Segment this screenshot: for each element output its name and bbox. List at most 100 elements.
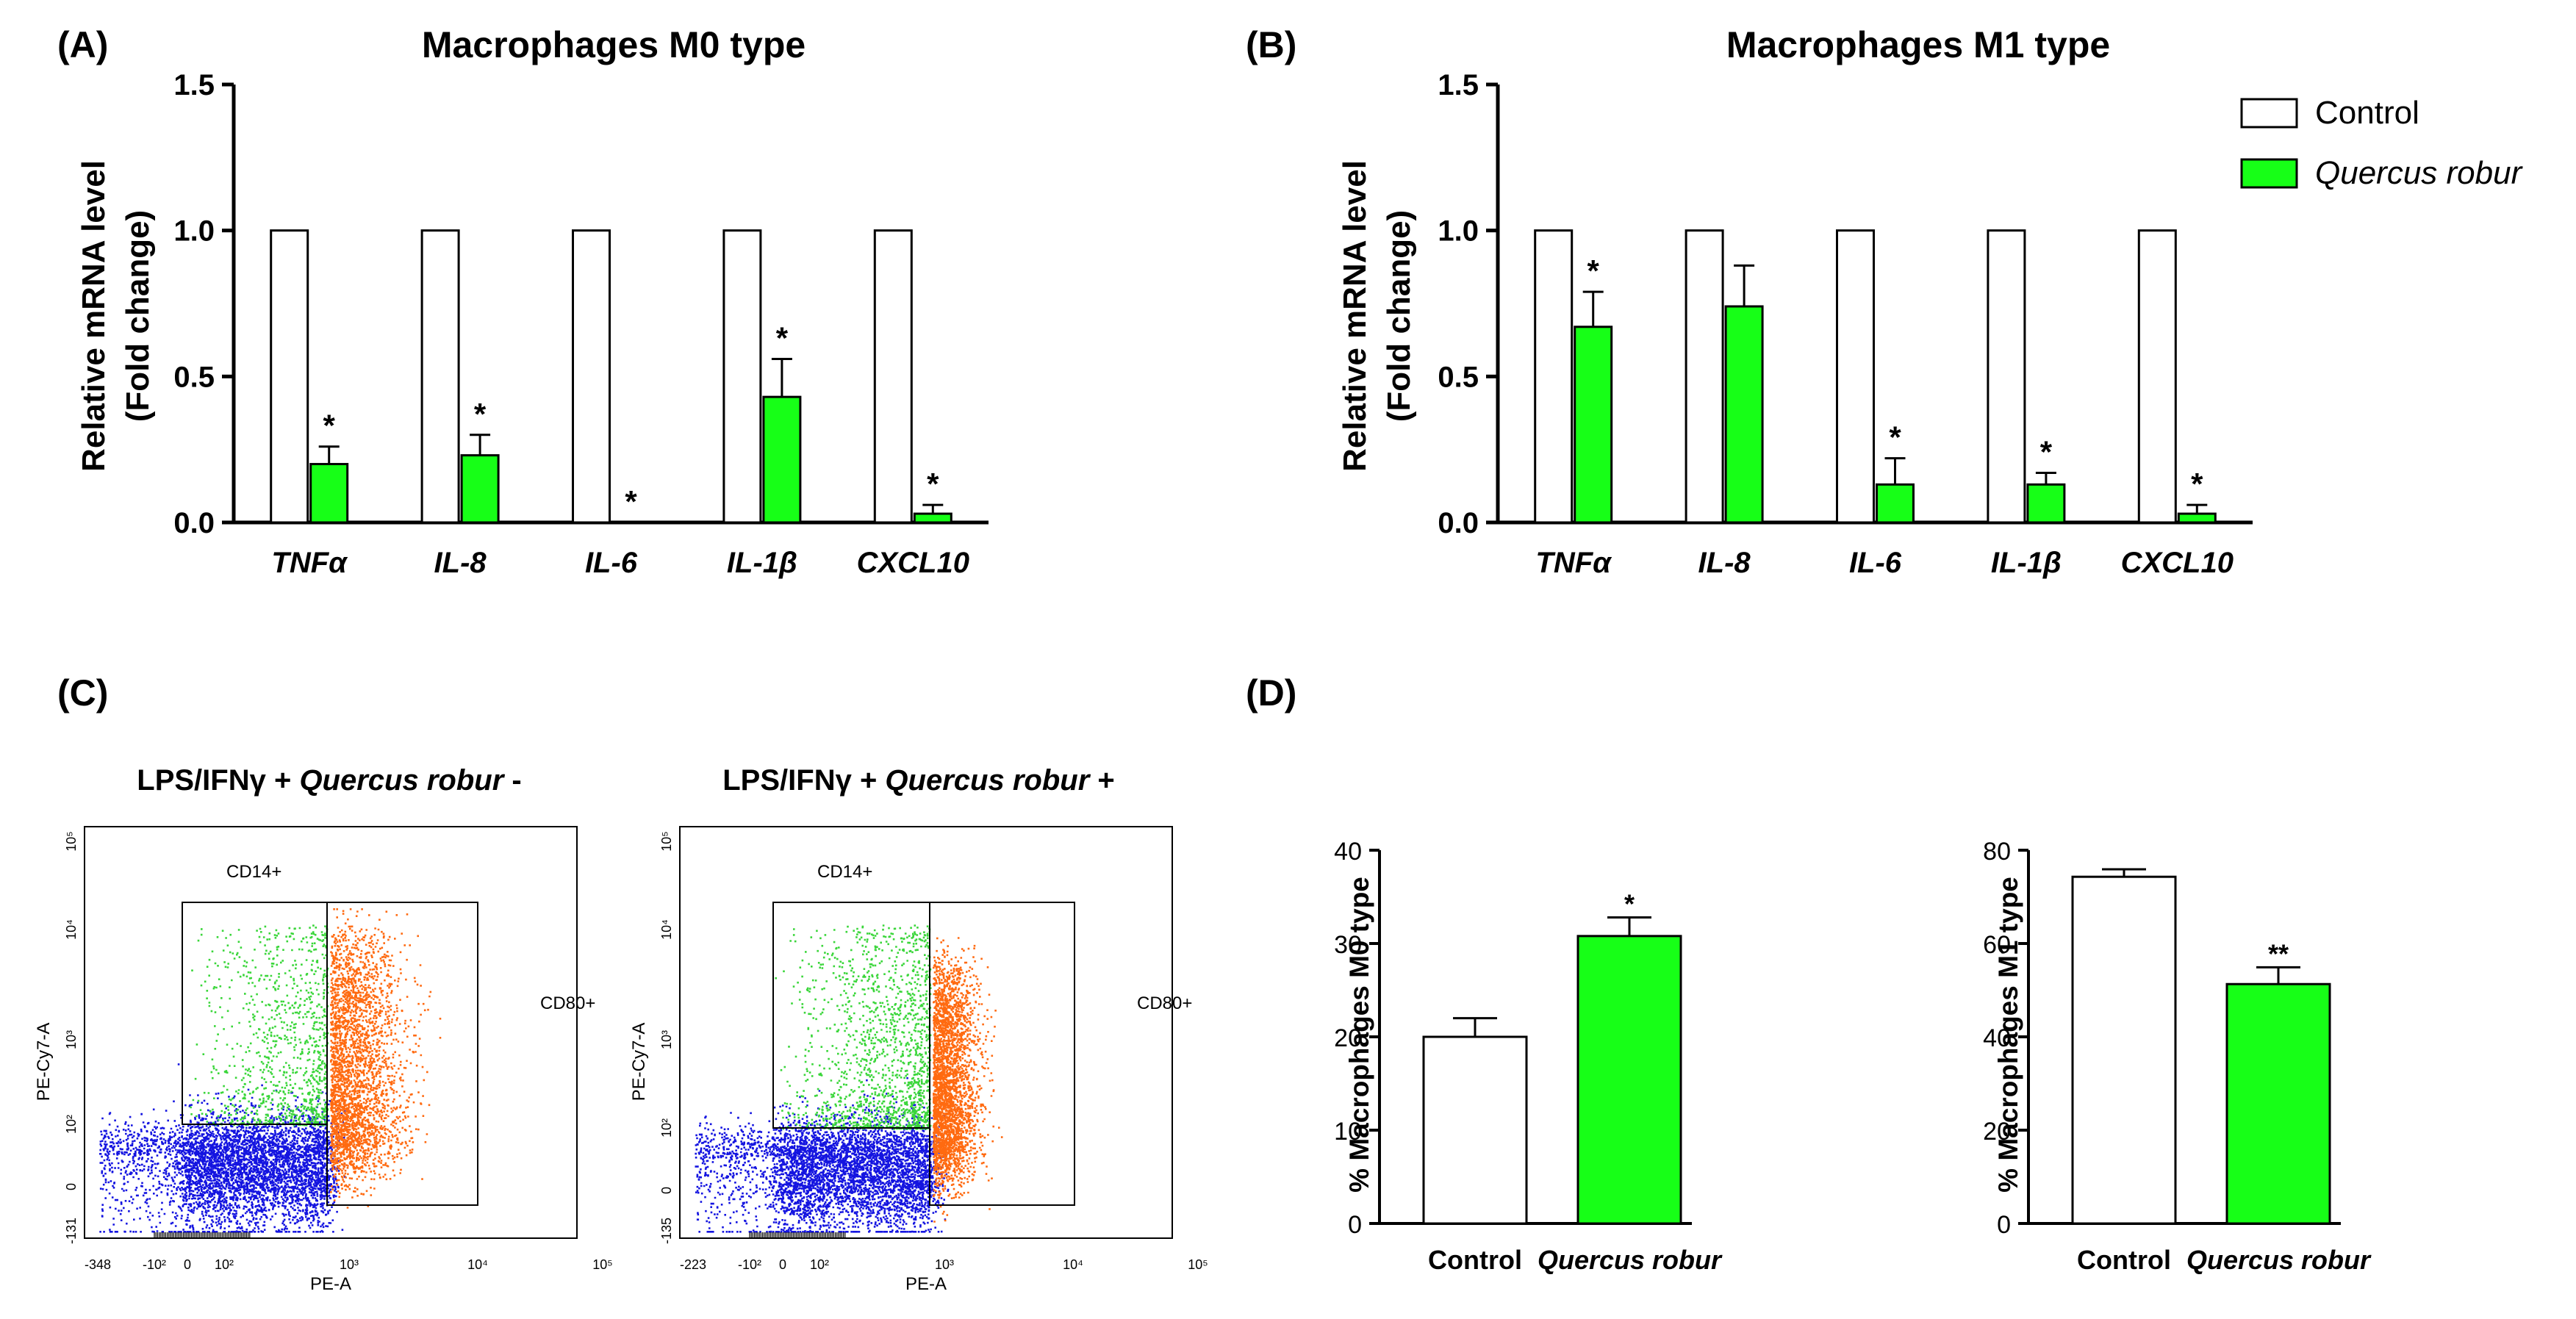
flow-1-ytick-label: 10⁴	[64, 919, 79, 940]
chart-a-significance: *	[927, 467, 939, 501]
flow-2-dots-cd14-negative	[695, 1077, 950, 1233]
legend-swatch-quercus	[2240, 158, 2298, 189]
flow-1-xtick-label: -348	[85, 1257, 111, 1272]
chart-b-ytick-label: 1.0	[1438, 215, 1479, 248]
chart-d1-ytick-label: 40	[1334, 838, 1362, 866]
flow-1-xlabel: PE-A	[310, 1274, 351, 1294]
flow-2-gate-label-cd14: CD14+	[817, 862, 872, 882]
flow-1-dots-cd80-positive	[330, 908, 442, 1209]
chart-a-ylabel-line2: (Fold change)	[120, 210, 156, 422]
chart-d2-ytick-label: 0	[1997, 1211, 2011, 1239]
chart-a-bar-control	[270, 229, 309, 524]
chart-d2-bar	[2225, 982, 2331, 1225]
chart-a-ylabel-line1: Relative mRNA level	[76, 160, 112, 472]
chart-d1-bar	[1422, 1035, 1528, 1225]
chart-d1-ylabel: % Macrophages M0 type	[1344, 877, 1374, 1193]
legend-swatch-control	[2240, 98, 2298, 129]
flow-1-title: LPS/IFNγ + Quercus robur -	[137, 764, 521, 797]
flow-2-ytick-label: 10²	[659, 1118, 674, 1137]
flow-1-xtick-label: 10⁵	[592, 1257, 612, 1272]
flow-1-gate-label-cd80: CD80+	[540, 993, 595, 1013]
chart-d2-ytick-label: 40	[1983, 1024, 2011, 1052]
chart-d1-category-label: Quercus robur	[1538, 1245, 1723, 1275]
chart-d1-ytick-label: 30	[1334, 931, 1362, 959]
chart-b-ylabel-line2: (Fold change)	[1381, 210, 1417, 422]
flow-2-minor-ticks	[749, 1232, 846, 1238]
panel-label-b: (B)	[1246, 24, 1296, 65]
panel-label-d: (D)	[1246, 672, 1296, 714]
legend-label-quercus: Quercus robur	[2315, 155, 2524, 191]
chart-b-significance: *	[2191, 467, 2203, 501]
chart-a-ytick-label: 1.0	[173, 215, 215, 248]
flow-2-dots-cd14-positive	[775, 924, 932, 1130]
chart-a-ytick-label: 0.5	[173, 361, 215, 393]
flow-2-dots-cd80-positive	[933, 937, 1003, 1223]
chart-b-bar-quercus	[1876, 483, 1915, 524]
panel-label-a: (A)	[57, 24, 108, 65]
flow-2-gate-label-cd80: CD80+	[1137, 993, 1192, 1013]
chart-a-bar-control	[420, 229, 460, 524]
flow-1-gate-cd80	[326, 902, 478, 1206]
flow-2-xtick-label: 10²	[810, 1257, 829, 1272]
chart-d1-category-label: Control	[1428, 1245, 1522, 1275]
chart-a-bar-control	[722, 229, 762, 524]
chart-b-bar-control	[1534, 229, 1574, 524]
chart-d1-ytick-label: 0	[1348, 1211, 1362, 1239]
chart-b-category-label: IL-6	[1849, 547, 1902, 579]
flow-2-xtick-label: 0	[779, 1257, 786, 1272]
chart-d2-ylabel: % Macrophages M1 type	[1993, 877, 2023, 1193]
chart-b-bar-quercus	[1574, 326, 1613, 524]
flow-2-ytick-label: 10⁴	[659, 919, 674, 940]
chart-d2-category-label: Control	[2077, 1245, 2171, 1275]
legend-label-control: Control	[2315, 95, 2419, 131]
chart-a-category-label: IL-8	[434, 547, 487, 579]
panel-label-c: (C)	[57, 672, 108, 714]
flow-1-xtick-label: 10²	[215, 1257, 234, 1272]
chart-a-category-label: IL-6	[585, 547, 638, 579]
flow-1-ytick-label: 10⁵	[64, 831, 79, 851]
chart-b-bar-control	[1836, 229, 1875, 524]
chart-b-ytick-label: 1.5	[1438, 69, 1479, 101]
chart-a-bar-quercus	[913, 512, 952, 524]
chart-d2-ytick-label: 20	[1983, 1118, 2011, 1146]
flow-1-minor-ticks	[154, 1232, 251, 1238]
chart-a-significance: *	[323, 409, 336, 443]
flow-1-ytick-label: 10³	[64, 1030, 79, 1049]
chart-a-bar-quercus	[460, 454, 500, 524]
flow-1-xtick-label: 10⁴	[467, 1257, 488, 1272]
flow-2-xlabel: PE-A	[905, 1274, 947, 1294]
flow-2-ytick-label: 10⁵	[659, 831, 674, 851]
chart-d2-significance: **	[2268, 938, 2289, 968]
flow-2-xtick-label: -10²	[738, 1257, 761, 1272]
chart-b-ytick-label: 0.5	[1438, 361, 1479, 393]
chart-a-category-label: IL-1β	[727, 547, 797, 579]
chart-a-bar-control	[572, 229, 611, 524]
chart-b-bar-control	[2137, 229, 2177, 524]
chart-b-category-label: TNFα	[1535, 547, 1612, 579]
flow-2-ytick-label: 10³	[659, 1030, 674, 1049]
flow-1-ylabel: PE-Cy7-A	[34, 1023, 54, 1101]
chart-b-bar-control	[1685, 229, 1724, 524]
chart-b-category-label: IL-1β	[1991, 547, 2062, 579]
chart-a-bar-control	[873, 229, 913, 524]
chart-marks: 0.0 0.5 1.0 1.5 * TNFα * IL-8 * IL-6 * IL-1β * CXCL10…	[34, 69, 2372, 1294]
flow-2-xtick-label: 10⁴	[1063, 1257, 1083, 1272]
chart-a-bar-quercus	[309, 463, 349, 524]
flow-2-title: LPS/IFNγ + Quercus robur +	[722, 764, 1115, 797]
flow-1-ytick-label: 0	[64, 1183, 79, 1190]
flow-2-ylabel: PE-Cy7-A	[629, 1023, 649, 1101]
chart-a-significance: *	[474, 397, 487, 431]
chart-a-category-label: TNFα	[271, 547, 348, 579]
chart-b-bar-control	[1987, 229, 2026, 524]
chart-d1-bar	[1576, 935, 1682, 1225]
flow-2-xtick-label: -223	[680, 1257, 706, 1272]
chart-b-category-label: IL-8	[1698, 547, 1751, 579]
chart-d2-bar	[2071, 875, 2177, 1225]
chart-b-title: Macrophages M1 type	[1726, 24, 2110, 65]
chart-d2-ytick-label: 80	[1983, 838, 2011, 866]
chart-b-category-label: CXCL10	[2121, 547, 2234, 579]
chart-a-title: Macrophages M0 type	[422, 24, 806, 65]
flow-1-xtick-label: 0	[184, 1257, 191, 1272]
chart-d2-category-label: Quercus robur	[2186, 1245, 2372, 1275]
